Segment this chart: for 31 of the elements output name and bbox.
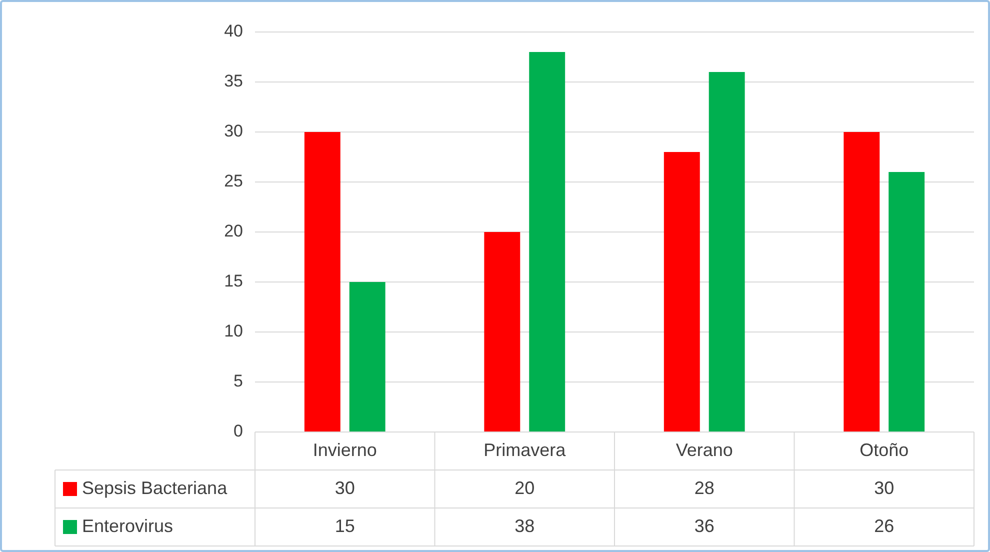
x-tick-label: Primavera (484, 440, 567, 460)
data-label: 28 (694, 478, 714, 498)
data-label: 15 (334, 516, 355, 536)
bar (708, 72, 745, 432)
legend-label: Enterovirus (82, 516, 174, 536)
y-tick-label: 20 (224, 222, 243, 241)
y-tick-label: 35 (224, 72, 243, 91)
y-tick-label: 40 (224, 22, 243, 41)
legend-label: Sepsis Bacteriana (82, 478, 228, 498)
x-tick-label: Verano (676, 440, 733, 460)
bar (349, 282, 386, 432)
y-tick-label: 15 (224, 272, 243, 291)
data-label: 30 (874, 478, 894, 498)
data-label: 38 (514, 516, 535, 536)
data-label: 36 (694, 516, 714, 536)
y-tick-label: 10 (224, 322, 243, 341)
bar (888, 172, 925, 432)
x-tick-label: Otoño (860, 440, 909, 460)
data-label: 26 (874, 516, 894, 536)
bar (304, 132, 340, 432)
data-label: 30 (334, 478, 355, 498)
bar (529, 52, 566, 432)
bar (664, 152, 700, 432)
y-tick-label: 0 (234, 422, 243, 441)
y-tick-label: 5 (234, 372, 243, 391)
x-tick-label: Invierno (312, 440, 377, 460)
data-label: 20 (514, 478, 535, 498)
y-tick-label: 25 (224, 172, 243, 191)
y-tick-label: 30 (224, 122, 243, 141)
bar (844, 132, 880, 432)
bar (484, 232, 520, 432)
